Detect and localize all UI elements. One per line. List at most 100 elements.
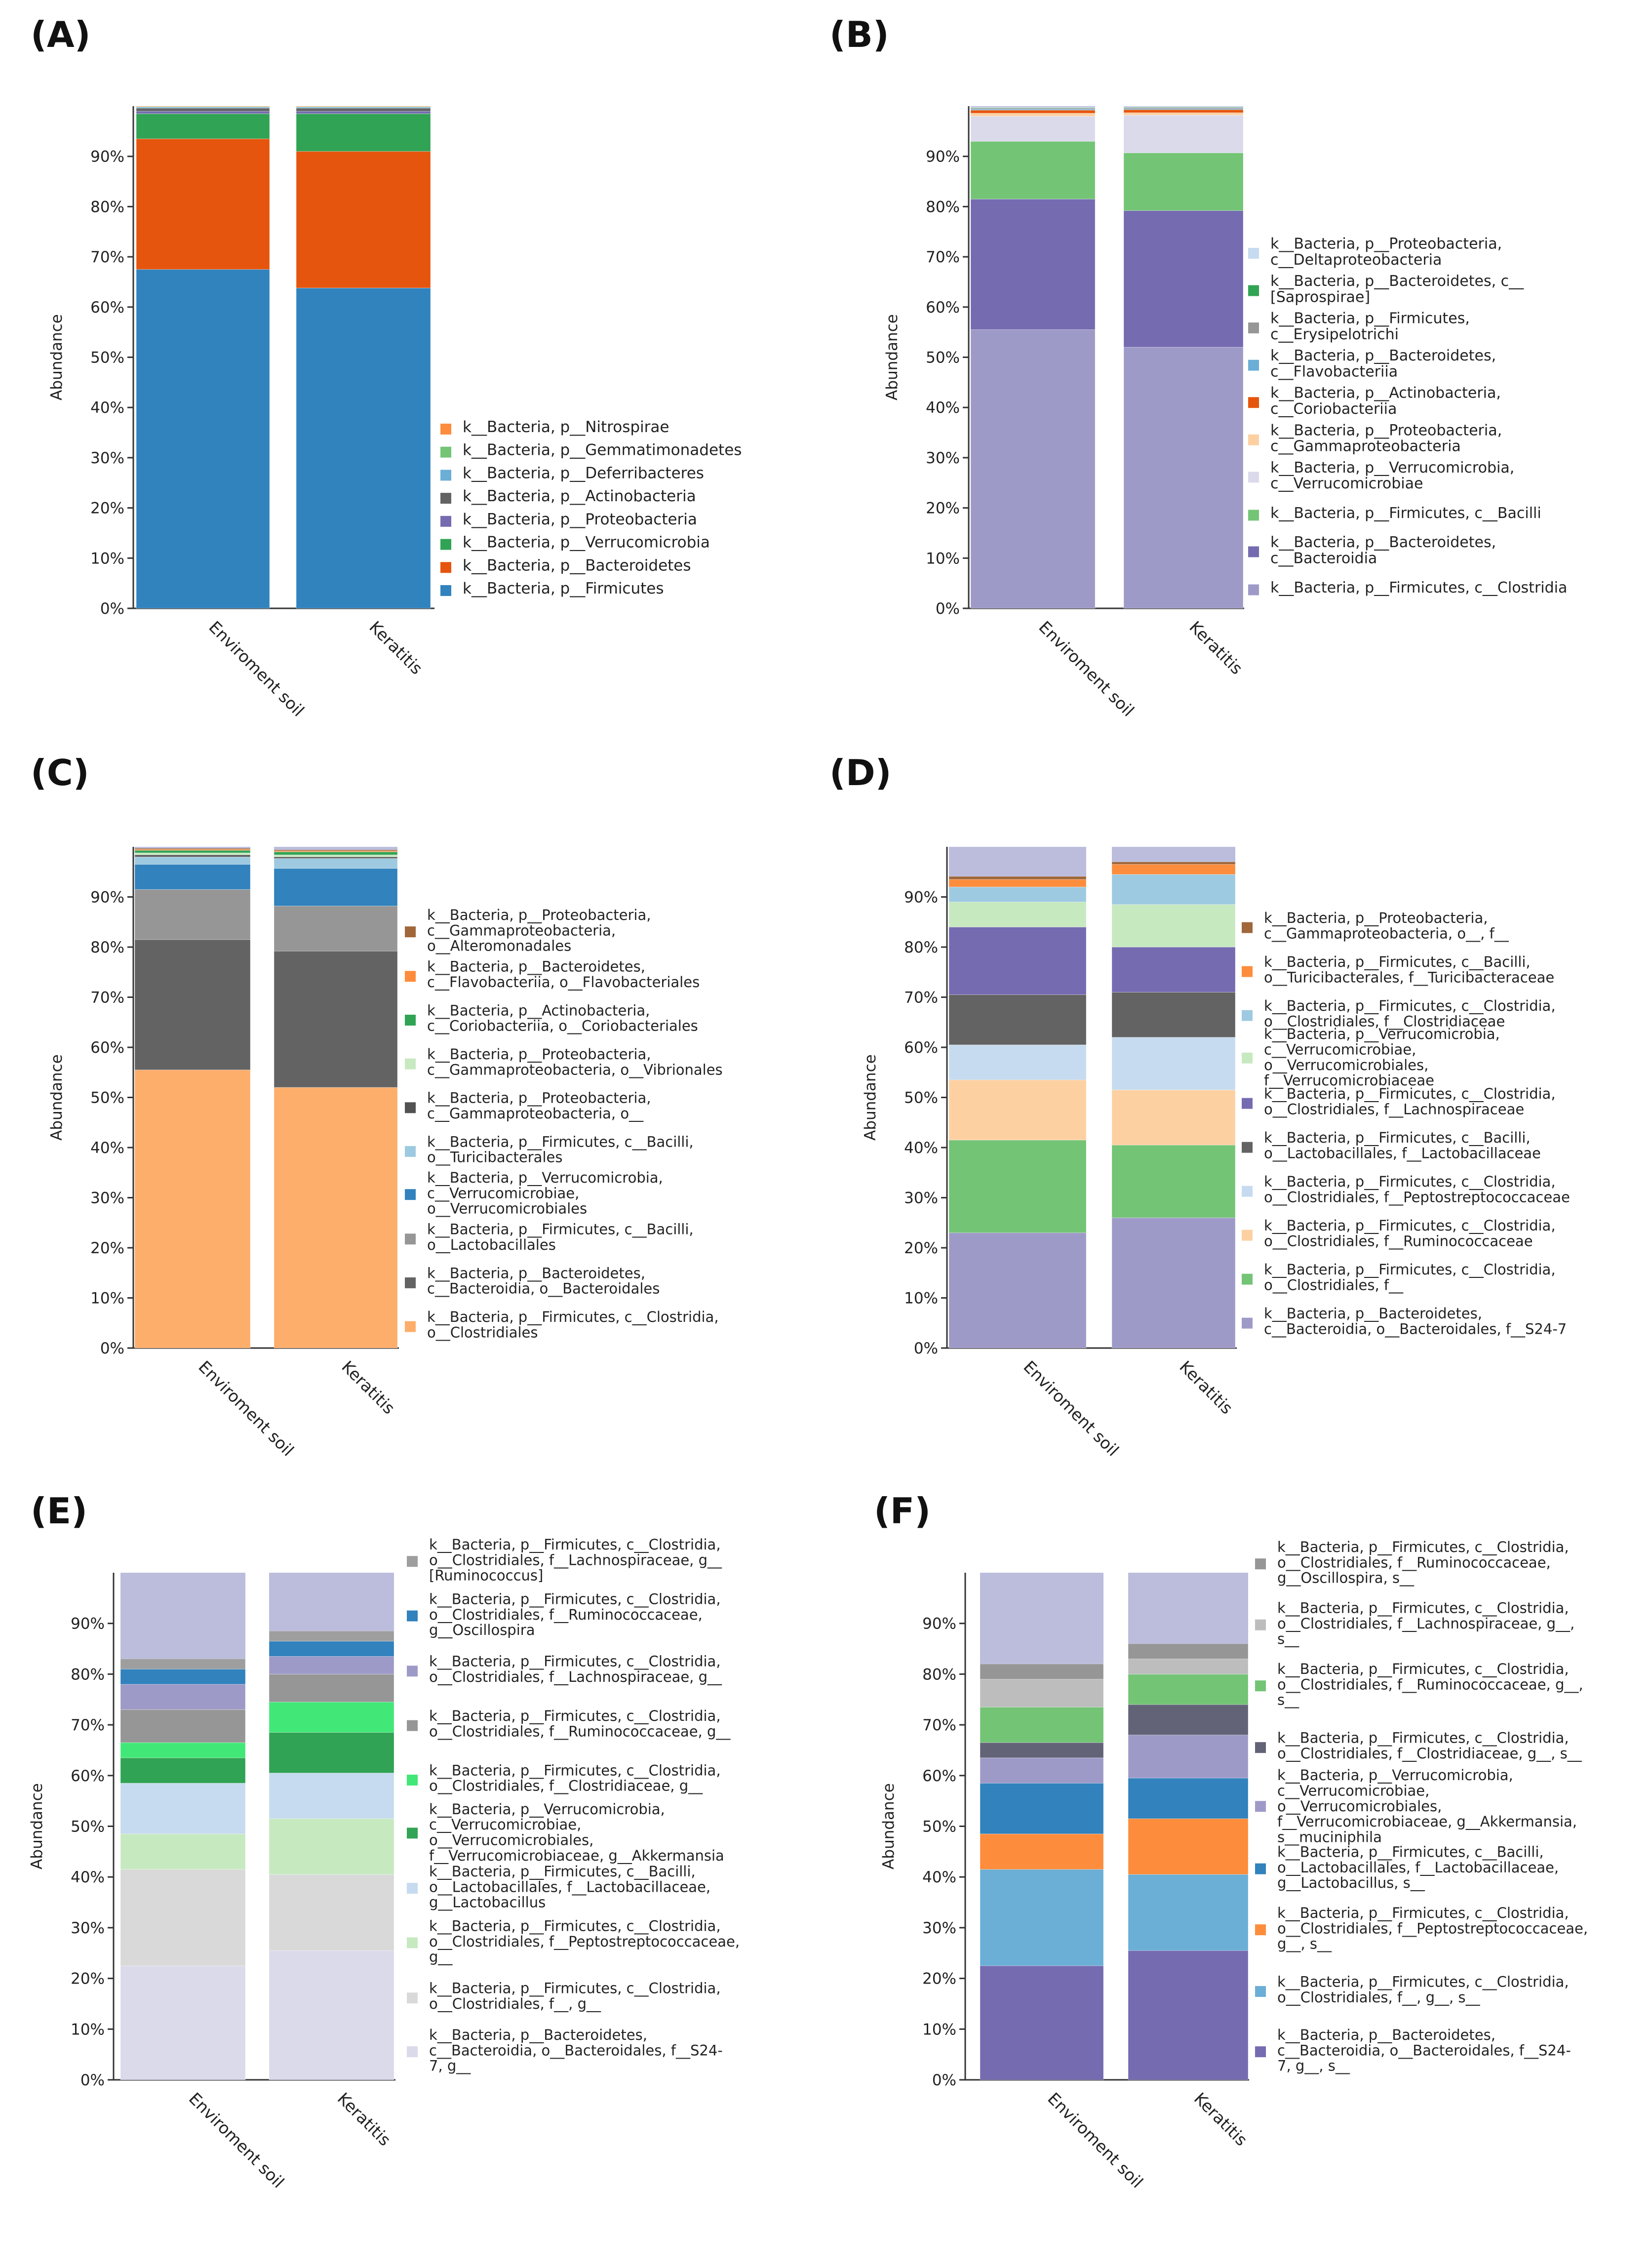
- bar-segment-keratitis-7: [1128, 1659, 1249, 1674]
- legend-swatch: [405, 1277, 416, 1288]
- legend-text: g__Oscillospira, s__: [1277, 1570, 1415, 1587]
- y-tick-label: 90%: [90, 148, 124, 166]
- y-tick-label: 0%: [914, 1340, 938, 1357]
- legend-text: o__Clostridiales, f__Lachnospiraceae, g_…: [1277, 1615, 1574, 1632]
- legend-swatch: [440, 562, 451, 573]
- legend-text: k__Bacteria, p__Firmicutes, c__Clostridi…: [1264, 1261, 1556, 1278]
- panel-d: (D) 0% 10% 20% 30% 40% 50% 60% 70% 80% 90% Abundanc…: [829, 752, 1570, 1460]
- bar-segment-other: [1124, 106, 1243, 107]
- bar-segment-keratitis-4: [1128, 1735, 1249, 1779]
- legend-text: o__Alteromonadales: [427, 938, 571, 954]
- legend-text: k__Bacteria, p__Firmicutes, c__Clostridi…: [1277, 1661, 1569, 1677]
- panel-label: (B): [829, 14, 889, 55]
- y-tick-label: 90%: [922, 1615, 956, 1633]
- legend-text: k__Bacteria, p__Firmicutes, c__Clostridi…: [1264, 1173, 1556, 1190]
- bar-segment-soil-1: [120, 1869, 246, 1966]
- legend-text: k__Bacteria, p__Firmicutes, c__Bacilli,: [429, 1863, 696, 1880]
- bar-segment-soil-5: [970, 110, 1096, 114]
- legend-text: c__Verrucomicrobiae: [1270, 475, 1423, 492]
- legend-text: o__Clostridiales, f__Ruminococcaceae,: [429, 1606, 703, 1623]
- bar-segment-soil-2: [970, 141, 1096, 199]
- y-tick-label: 60%: [926, 299, 960, 317]
- x-tick-label: Enviroment soil: [205, 617, 308, 720]
- legend-text: o__Turicibacterales: [427, 1149, 562, 1166]
- bar-segment-keratitis-2: [274, 906, 398, 952]
- bar-segment-other: [949, 847, 1086, 876]
- legend-text: c__Verrucomicrobiae,: [429, 1816, 581, 1833]
- x-tick-label: Keratitis: [1185, 617, 1246, 678]
- legend-text: o__Clostridiales, f__Peptostreptococcace…: [1264, 1189, 1570, 1205]
- legend-text: k__Bacteria, p__Firmicutes, c__Clostridi…: [1277, 1600, 1569, 1617]
- legend-text: k__Bacteria, p__Bacteroidetes,: [1270, 534, 1496, 551]
- bar-segment-soil-7: [948, 886, 1087, 903]
- legend-swatch: [1242, 1010, 1253, 1021]
- legend-text: c__Deltaproteobacteria: [1270, 251, 1442, 269]
- bar-segment-other: [971, 106, 1095, 108]
- legend-swatch: [1255, 1558, 1266, 1570]
- legend-text: c__Gammaproteobacteria, o__: [427, 1105, 644, 1122]
- legend-text: s__: [1277, 1692, 1299, 1709]
- y-tick-label: 0%: [100, 600, 124, 618]
- legend-text: k__Bacteria, p__Firmicutes, c__Clostridi…: [429, 1980, 721, 1997]
- bar-segment-soil-0: [970, 329, 1096, 609]
- x-tick-label: Enviroment soil: [1020, 1357, 1123, 1460]
- y-axis-label: Abundance: [28, 1783, 46, 1869]
- legend-text: c__Gammaproteobacteria,: [427, 922, 616, 939]
- y-tick-label: 30%: [926, 449, 960, 467]
- legend-swatch: [1242, 1052, 1253, 1064]
- legend-text: k__Bacteria, p__Proteobacteria,: [427, 907, 651, 923]
- legend-text: o__Clostridiales, f__, g__, s__: [1277, 1989, 1480, 2006]
- bar-segment-soil-4: [136, 108, 270, 112]
- legend-swatch: [407, 2046, 418, 2058]
- legend-text: c__Verrucomicrobiae,: [427, 1185, 579, 1201]
- legend-text: k__Bacteria, p__Firmicutes,: [1270, 310, 1470, 327]
- legend-swatch: [405, 1321, 416, 1332]
- y-tick-label: 90%: [71, 1615, 105, 1633]
- bar-segment-keratitis-9: [274, 849, 398, 851]
- legend-swatch: [1255, 1742, 1266, 1753]
- bar-segment-keratitis-6: [1123, 108, 1244, 110]
- y-axis-label: Abundance: [48, 314, 66, 400]
- legend-text: k__Bacteria, p__Firmicutes, c__Clostridi…: [429, 1917, 721, 1934]
- legend-text: s__: [1277, 1630, 1299, 1647]
- bar-segment-keratitis-4: [274, 858, 398, 869]
- legend-text: k__Bacteria, p__Firmicutes, c__Clostridi…: [1277, 1730, 1569, 1747]
- bar-segment-soil-7: [120, 1684, 246, 1710]
- y-tick-label: 0%: [936, 600, 960, 618]
- panel-c: (C) 0% 10% 20% 30% 40% 50% 60% 70% 80% 90% Abundanc…: [31, 752, 723, 1460]
- panel-f: (F) 0% 10% 20% 30% 40% 50% 60% 70% 80% 90% Abundanc…: [874, 1490, 1588, 2192]
- bar-segment-other: [269, 1573, 394, 1631]
- legend-swatch: [407, 1610, 418, 1622]
- legend-text: k__Bacteria, p__Bacteroidetes,: [1270, 347, 1496, 364]
- legend-swatch: [1242, 1098, 1253, 1109]
- y-tick-label: 50%: [90, 1089, 124, 1107]
- y-tick-label: 60%: [922, 1767, 956, 1785]
- legend-swatch: [440, 446, 451, 458]
- legend-text: o__Clostridiales, f__Peptostreptococcace…: [1277, 1920, 1588, 1937]
- legend-swatch: [405, 1014, 416, 1026]
- legend-swatch: [407, 1937, 418, 1948]
- legend-text: o__Clostridiales, f__Clostridiaceae, g__…: [1277, 1745, 1582, 1762]
- legend-text: k__Bacteria, p__Proteobacteria,: [1264, 910, 1488, 926]
- bar-segment-soil-4: [948, 994, 1087, 1045]
- bar-segment-keratitis-0: [269, 1950, 394, 2080]
- bar-segment-keratitis-6: [1111, 904, 1236, 948]
- legend-text: k__Bacteria, p__Firmicutes, c__Bacilli,: [1264, 1129, 1531, 1146]
- y-tick-label: 70%: [71, 1716, 105, 1734]
- x-tick-label: Keratitis: [1190, 2089, 1251, 2149]
- legend-swatch: [407, 1720, 418, 1731]
- legend-text: k__Bacteria, p__Nitrospirae: [463, 418, 669, 436]
- y-tick-label: 60%: [71, 1767, 105, 1785]
- legend-text: 7, g__: [429, 2058, 471, 2074]
- panel-label: (E): [31, 1490, 87, 1532]
- legend-text: k__Bacteria, p__Verrucomicrobia,: [429, 1801, 665, 1818]
- bar-segment-soil-0: [120, 1965, 246, 2080]
- bar-segment-soil-0: [948, 1232, 1087, 1349]
- y-tick-label: 40%: [926, 399, 960, 417]
- bar-segment-soil-3: [980, 1783, 1104, 1834]
- bar-segment-keratitis-3: [269, 1773, 394, 1819]
- bar-segment-soil-3: [134, 864, 251, 890]
- bar-segment-soil-2: [136, 113, 270, 139]
- bar-segment-soil-1: [136, 138, 270, 270]
- legend-swatch: [407, 1828, 418, 1839]
